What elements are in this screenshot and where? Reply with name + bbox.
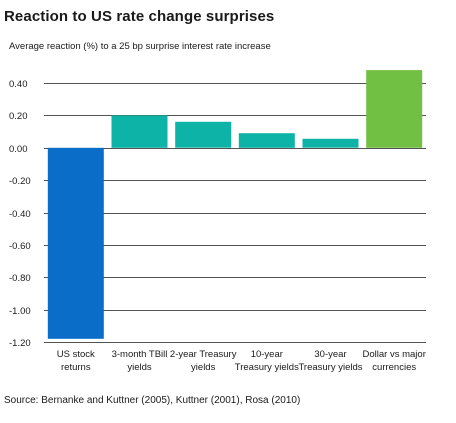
- y-tick-label: 0.00: [9, 144, 28, 155]
- gridlines: [44, 83, 426, 343]
- bar: [47, 147, 104, 339]
- x-tick-label: yields: [191, 362, 216, 373]
- y-tick-label: 0.40: [9, 79, 28, 90]
- y-tick-label: -1.00: [9, 306, 31, 317]
- y-tick-label: 0.20: [9, 111, 28, 122]
- bar: [238, 133, 295, 148]
- bar: [111, 115, 168, 148]
- x-axis-labels: US stock returns 3-month TBill yields 2-year…: [57, 349, 426, 373]
- source-note: Source: Bernanke and Kuttner (2005), Kut…: [4, 395, 301, 406]
- chart-subtitle: Average reaction (%) to a 25 bp surprise…: [9, 41, 271, 52]
- x-tick-label: currencies: [372, 362, 416, 373]
- x-tick-label: 10-year: [251, 349, 283, 360]
- x-tick-label: 3-month TBill: [112, 349, 168, 360]
- x-tick-label: US stock: [57, 349, 95, 360]
- x-tick-label: Dollar vs major: [363, 349, 426, 360]
- x-tick-label: 2-year Treasury: [170, 349, 237, 360]
- x-tick-label: Treasury yields: [298, 362, 362, 373]
- y-tick-label: -0.40: [9, 209, 31, 220]
- x-tick-label: 30-year: [314, 349, 346, 360]
- bar: [175, 121, 232, 148]
- y-tick-label: -1.20: [9, 338, 31, 349]
- y-tick-label: -0.20: [9, 176, 31, 187]
- y-tick-label: -0.80: [9, 273, 31, 284]
- y-tick-label: -0.60: [9, 241, 31, 252]
- x-tick-label: returns: [61, 362, 91, 373]
- x-tick-label: Treasury yields: [235, 362, 299, 373]
- bar: [366, 70, 423, 148]
- x-tick-label: yields: [127, 362, 152, 373]
- y-axis-ticks: 0.40 0.20 0.00 -0.20 -0.40 -0.60 -0.80 -1.00 -1.…: [9, 79, 31, 349]
- chart-title: Reaction to US rate change surprises: [4, 8, 275, 25]
- bars: [47, 70, 423, 339]
- bar: [302, 138, 359, 148]
